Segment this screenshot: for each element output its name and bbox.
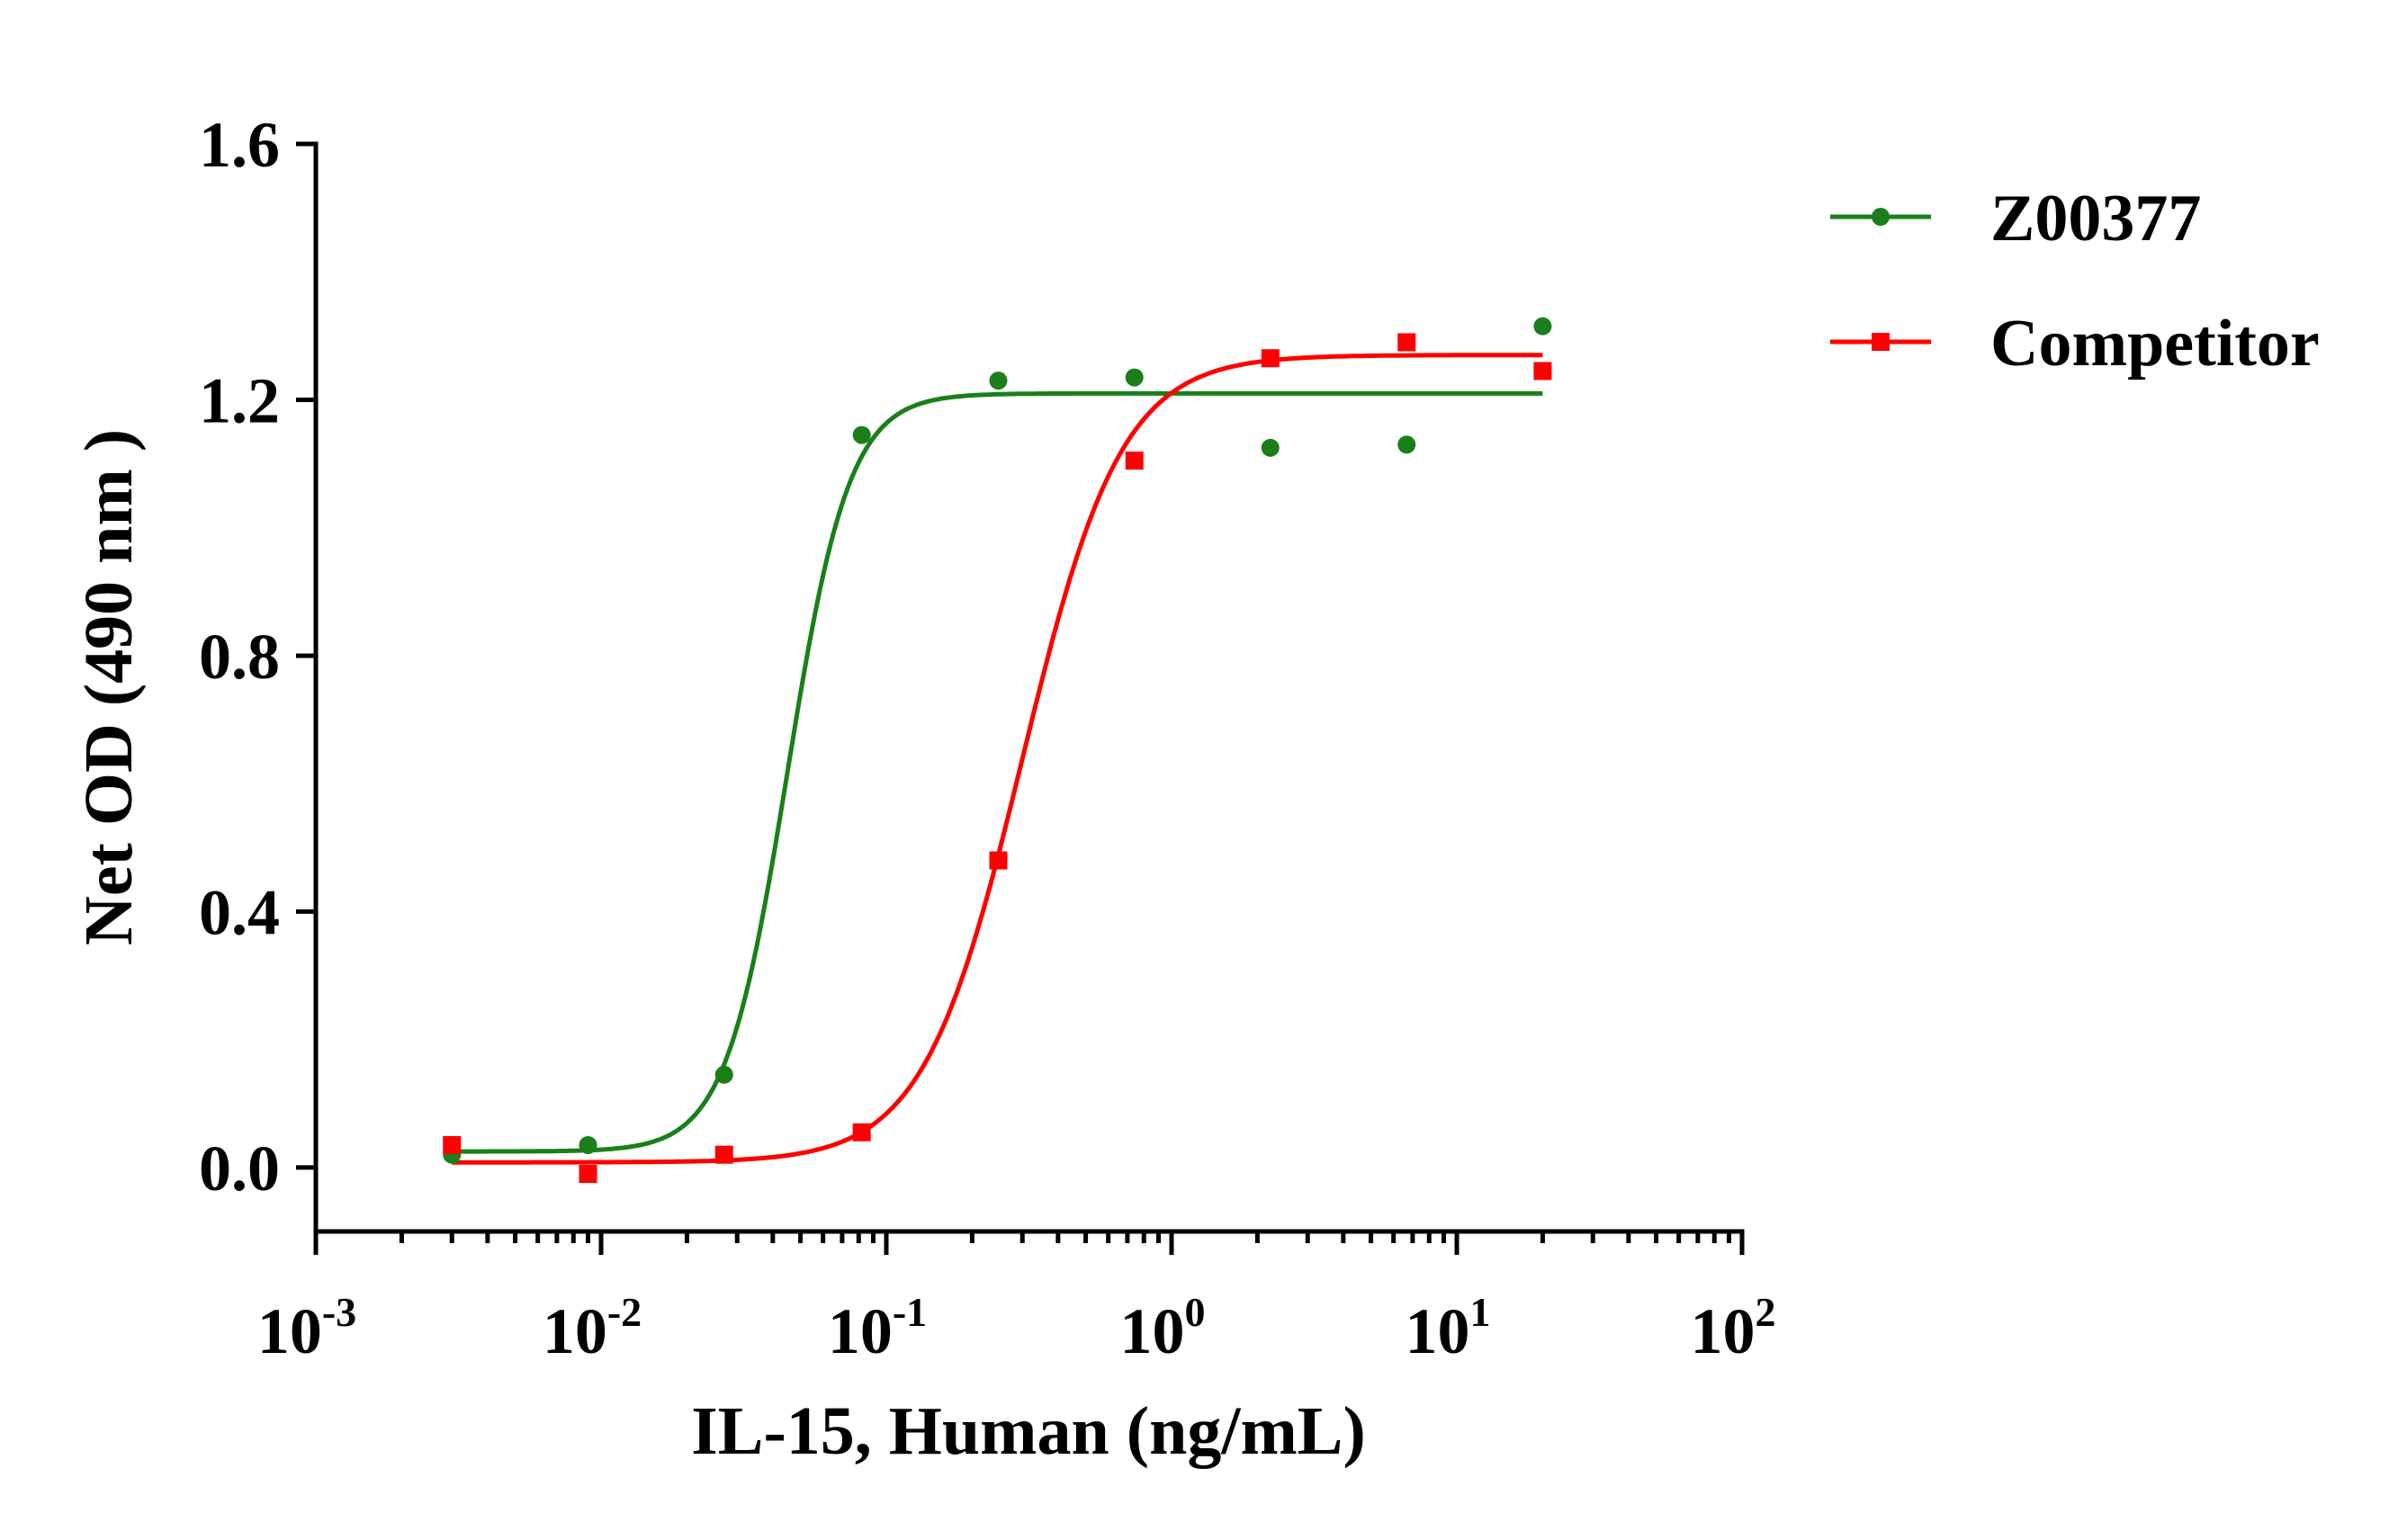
y-tick-label: 0.8: [199, 621, 280, 693]
y-axis-title: Net OD (490 nm ): [71, 429, 147, 945]
data-point-square: [1397, 333, 1416, 352]
x-tick-label: 10-3: [257, 1289, 356, 1367]
data-point-square: [1533, 362, 1552, 381]
fit-curves: [452, 353, 1543, 1165]
x-tick-base: 10: [1691, 1295, 1756, 1367]
data-points: [443, 317, 1552, 1183]
x-tick-exponent: -3: [322, 1289, 356, 1335]
x-tick-exponent: 0: [1185, 1289, 1206, 1335]
legend-label: Competitor: [1990, 307, 2320, 381]
data-point-circle: [1261, 438, 1280, 457]
x-axis-ticks: 10-3 10-2 10-1 100 101 102: [257, 1231, 1776, 1367]
legend-marker-circle: [1872, 208, 1890, 226]
fit-curve-z00377: [452, 390, 1543, 1154]
legend-marker-square: [1872, 333, 1890, 351]
plot-area: [443, 317, 1552, 1183]
data-point-circle: [579, 1135, 597, 1154]
x-tick-exponent: 1: [1470, 1289, 1491, 1335]
x-tick-label: 102: [1691, 1289, 1776, 1367]
fit-curve-competitor: [452, 353, 1543, 1165]
x-tick-base: 10: [543, 1295, 607, 1367]
x-tick-exponent: -1: [893, 1289, 927, 1335]
data-point-square: [1125, 452, 1144, 470]
x-tick-label: 100: [1120, 1289, 1206, 1367]
y-axis-ticks: 0.0 0.4 0.8 1.2 1.6: [199, 109, 316, 1204]
x-tick-base: 10: [1406, 1295, 1470, 1367]
data-point-square: [852, 1123, 871, 1142]
y-tick-label: 1.6: [199, 109, 280, 181]
x-tick-base: 10: [828, 1295, 893, 1367]
data-point-circle: [1397, 435, 1416, 454]
y-tick-label: 0.0: [199, 1133, 280, 1204]
data-point-circle: [1125, 368, 1144, 387]
x-tick-base: 10: [257, 1295, 322, 1367]
legend: Z00377 Competitor: [1830, 182, 2320, 381]
data-point-circle: [989, 372, 1008, 390]
y-tick-label: 1.2: [199, 364, 280, 436]
x-tick-label: 10-1: [828, 1289, 927, 1367]
data-point-circle: [1533, 317, 1552, 336]
x-tick-exponent: 2: [1756, 1289, 1776, 1335]
data-point-circle: [852, 425, 871, 444]
data-point-square: [989, 851, 1008, 870]
data-point-square: [579, 1164, 597, 1183]
data-point-square: [443, 1135, 462, 1154]
data-point-square: [714, 1145, 733, 1164]
data-point-square: [1261, 349, 1280, 368]
x-axis-title: IL-15, Human (ng/mL): [691, 1393, 1366, 1469]
y-tick-label: 0.4: [199, 876, 280, 948]
x-tick-base: 10: [1120, 1295, 1185, 1367]
x-tick-exponent: -2: [607, 1289, 642, 1335]
axes: 0.00.40.81.21.6 10-3 10-2 10-1 100 101 102: [199, 109, 1776, 1367]
x-tick-label: 101: [1406, 1289, 1491, 1367]
x-tick-label: 10-2: [543, 1289, 642, 1367]
data-point-circle: [714, 1065, 733, 1084]
legend-label: Z00377: [1990, 182, 2201, 255]
